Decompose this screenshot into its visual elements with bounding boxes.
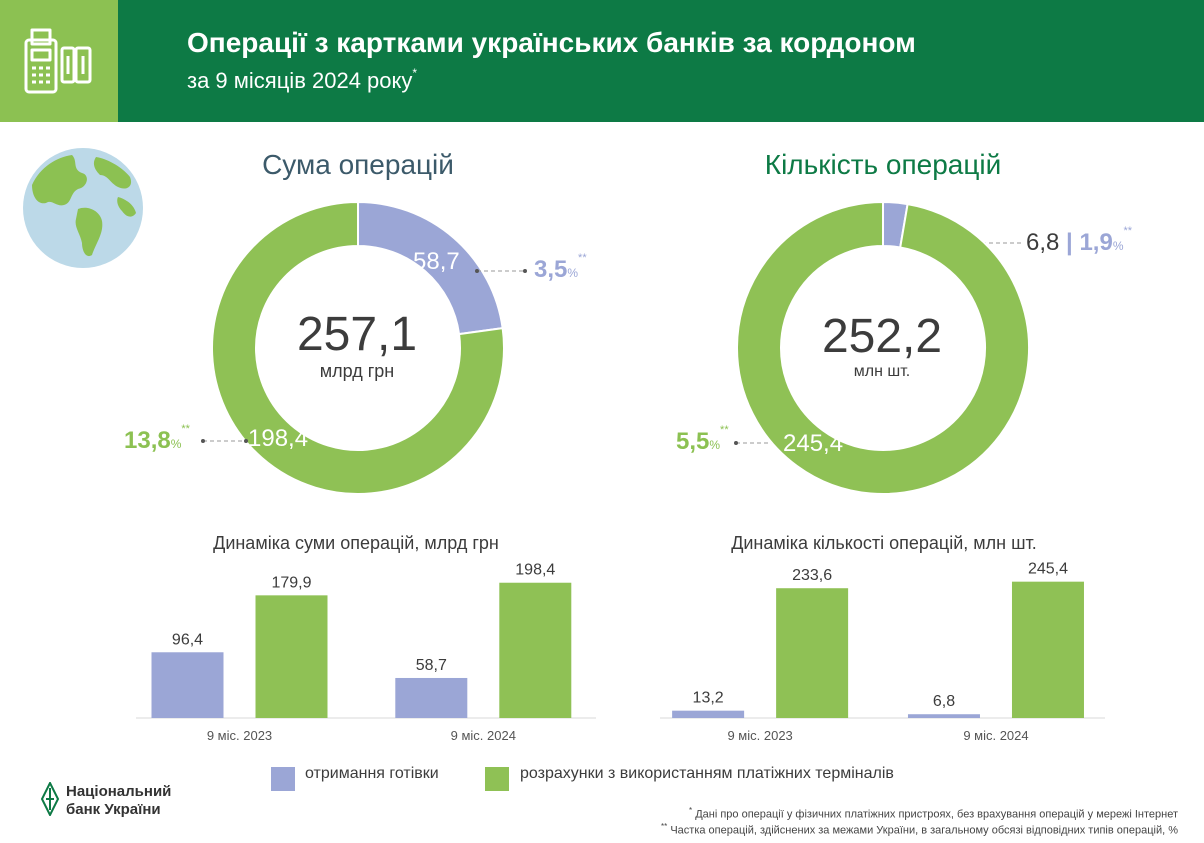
sum-bars-bar-cash-1 [395,677,468,718]
count-cash-share-value: 1,9 [1079,229,1113,256]
count-bar-chart: 13,2 233,6 9 міс. 2023 6,8 245,4 9 міс. 2024 [660,561,1105,743]
legend-cash-swatch [271,767,295,791]
count-donut-chart [736,201,1030,495]
count-bars-bar-label-terminals-1: 245,4 [1028,561,1068,578]
sum-bars-bar-label-cash-1: 58,7 [416,657,447,674]
globe-icon [23,148,143,268]
count-cash-value-label: 6,8 [1026,229,1060,256]
footnote-1: * Дані про операції у фізичних платіжних… [689,806,1178,821]
footnote-1-text: Дані про операції у фізичних платіжних п… [695,808,1178,821]
footnote-1-mark: * [689,806,693,815]
count-bars-bar-label-cash-0: 13,2 [693,690,724,707]
count-total-unit: млн шт. [853,363,911,380]
count-terminal-share-value: 5,5 [676,428,710,455]
count-cash-share-mark: ** [1123,225,1133,237]
nbu-logo-text: Національний банк України [66,783,171,819]
sum-bars-bar-cash-0 [151,652,224,718]
header-icon-box [0,0,118,122]
footnote-2-mark: ** [661,822,668,831]
page-subtitle: за 9 місяців 2024 року* [187,66,418,94]
count-bars-category-label-1: 9 міс. 2024 [963,728,1028,743]
count-section-title: Кількість операцій [764,149,1002,180]
sum-bar-chart-title: Динаміка суми операцій, млрд грн [213,533,499,553]
sum-bars-bar-label-cash-0: 96,4 [172,631,203,648]
sum-total-unit: млрд грн [319,361,395,381]
count-terminal-share-unit: % [709,438,721,452]
count-donut-slice-terminals [736,201,1030,495]
sum-donut-chart [211,201,505,495]
sum-terminal-share-mark: ** [181,423,190,435]
sum-bars-category-label-1: 9 міс. 2024 [451,728,516,743]
sum-cash-value-label: 58,7 [413,248,460,275]
count-bars-bar-cash-1 [907,714,980,718]
sum-cash-share-mark: ** [578,252,587,264]
count-bars-bar-label-terminals-0: 233,6 [792,567,832,584]
count-bars-category-label-0: 9 міс. 2023 [727,728,792,743]
count-bars-bar-terminals-0 [776,588,849,718]
sum-bars-bar-label-terminals-0: 179,9 [271,574,311,591]
logo-line-2: банк України [66,801,161,818]
sum-bars-category-label-0: 9 міс. 2023 [207,728,272,743]
count-bars-bar-cash-0 [672,710,745,718]
count-bars-bar-terminals-1 [1011,581,1084,718]
count-bar-chart-title: Динаміка кількості операцій, млн шт. [731,533,1037,553]
subtitle-text: за 9 місяців 2024 року [187,68,413,93]
sum-donut-slice-terminals [211,201,505,495]
count-terminal-value-label: 245,4 [783,430,844,457]
sum-total-value: 257,1 [296,308,418,361]
count-total-value: 252,2 [821,310,943,363]
sum-bars-bar-terminals-1 [499,582,572,718]
legend-cash-label: отримання готівки [305,765,439,782]
count-terminal-share: 5,5% ** [676,424,729,456]
legend-terminals-label: розрахунки з використанням платіжних тер… [520,765,894,782]
sum-terminal-share-value: 13,8 [124,427,171,454]
subtitle-footnote-mark: * [412,66,418,80]
count-cash-callout: 6,8 | 1,9% ** [1026,225,1132,257]
count-cash-share-unit: % [1112,239,1124,253]
sum-bars-bar-label-terminals-1: 198,4 [515,562,555,579]
nbu-logo-icon [40,782,60,816]
sum-terminal-value-label: 198,4 [248,425,309,452]
sum-terminal-share-unit: % [170,437,182,451]
sum-terminal-share: 13,8% ** [124,423,190,455]
sum-cash-share-unit: % [567,266,579,280]
logo-line-1: Національний [66,783,172,800]
header-banner: Операції з картками українських банків з… [0,0,1204,122]
pos-terminal-icon [24,28,92,94]
sum-bar-chart: 96,4 179,9 9 міс. 2023 58,7 198,4 9 міс. 2024 [136,562,596,743]
count-terminal-share-mark: ** [720,424,729,436]
footnote-2-text: Частка операцій, здійснених за межами Ук… [670,824,1178,837]
count-callout-separator: | [1066,229,1073,256]
sum-cash-share-value: 3,5 [534,256,568,283]
sum-cash-share: 3,5% ** [534,252,587,284]
legend-terminals-swatch [485,767,509,791]
count-cash-share: 1,9% ** [1079,225,1132,256]
footnote-2: ** Частка операцій, здійснених за межами… [661,822,1178,837]
sum-section-title: Сума операцій [262,149,454,180]
count-bars-bar-label-cash-1: 6,8 [933,693,955,710]
page-title: Операції з картками українських банків з… [187,27,916,58]
sum-bars-bar-terminals-0 [255,595,328,718]
